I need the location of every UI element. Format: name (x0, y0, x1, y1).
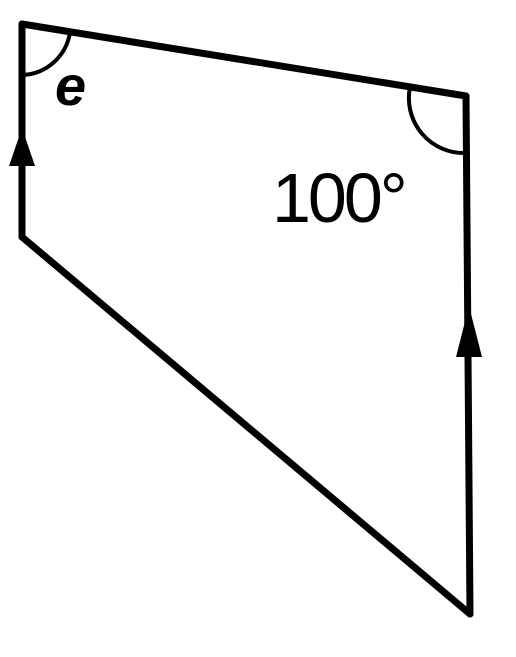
left-parallel-arrow-icon (9, 128, 35, 166)
right-parallel-arrow-icon (456, 306, 482, 357)
bottom-slant-edge (18, 233, 474, 618)
angle-100-arc (406, 86, 467, 156)
top-edge (18, 20, 470, 100)
angle-e-arc (21, 31, 72, 77)
angle-e-label: e (55, 54, 86, 117)
angle-100-label: 100° (272, 159, 405, 237)
